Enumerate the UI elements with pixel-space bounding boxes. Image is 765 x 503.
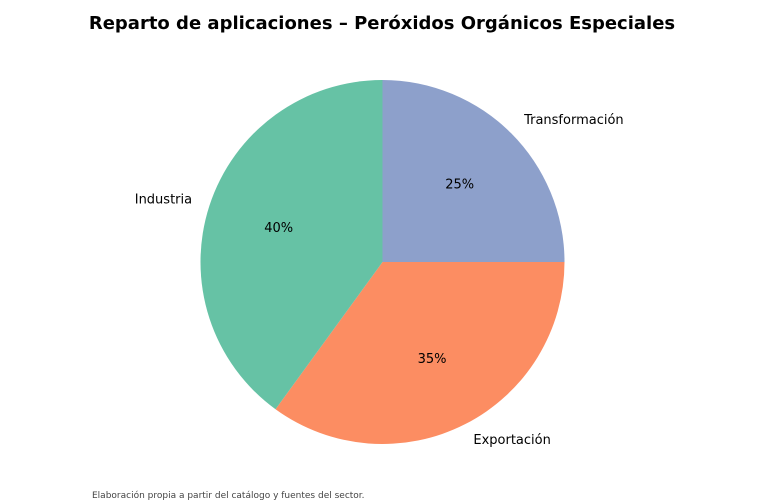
pie-labels: Transformación 25% Exportación 35% Industria… <box>135 113 624 448</box>
pct-label-transformacion: 25% <box>445 177 474 192</box>
pct-label-exportacion: 35% <box>418 352 447 367</box>
pie-slice-industria <box>200 79 383 410</box>
source-note: Elaboración propia a partir del catálogo… <box>92 490 365 501</box>
slice-label-transformacion: Transformación <box>523 113 624 128</box>
pct-label-industria: 40% <box>264 221 293 236</box>
slice-label-industria: Industria <box>135 193 192 208</box>
pie-slice-transformacion <box>382 80 565 262</box>
pie-slices <box>200 79 565 444</box>
slice-label-exportacion: Exportación <box>473 433 550 448</box>
chart-title: Reparto de aplicaciones – Peróxidos Orgá… <box>89 13 675 34</box>
pie-slice-exportacion <box>275 262 565 444</box>
